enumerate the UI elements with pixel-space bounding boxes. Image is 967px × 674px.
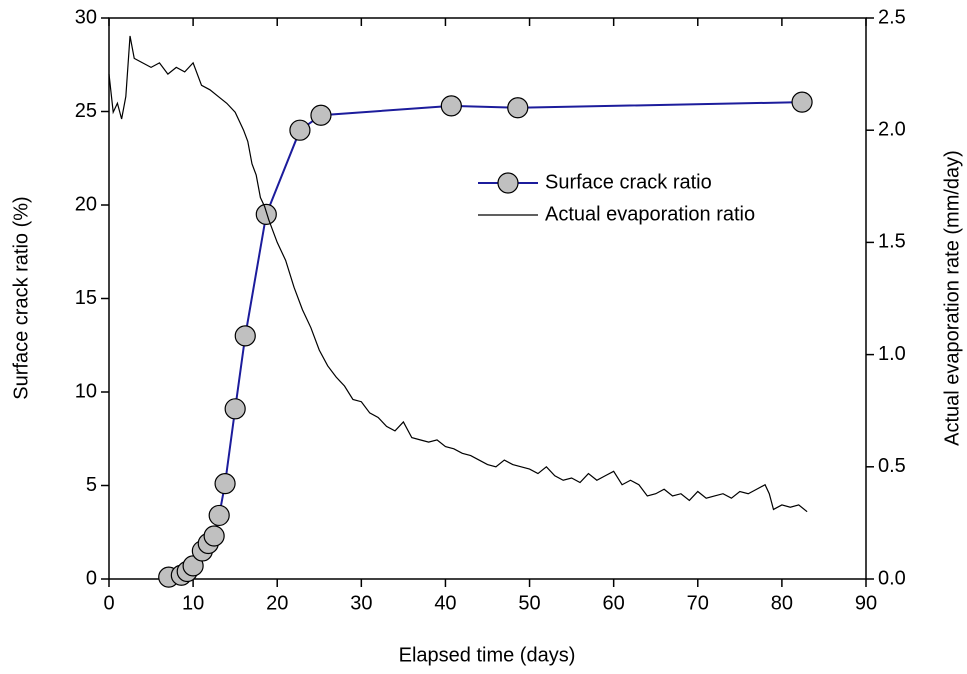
y2-tick-label: 0.0 xyxy=(878,567,906,589)
x-tick-label: 90 xyxy=(855,592,877,614)
legend-label: Surface crack ratio xyxy=(545,171,712,193)
legend-label: Actual evaporation ratio xyxy=(545,203,755,225)
y-tick-label: 0 xyxy=(86,567,97,589)
data-point xyxy=(791,91,813,113)
y-tick-label: 15 xyxy=(75,287,97,309)
data-point xyxy=(234,325,256,347)
x-tick-label: 50 xyxy=(518,592,540,614)
x-tick-label: 10 xyxy=(182,592,204,614)
x-tick-label: 40 xyxy=(434,592,456,614)
x-tick-label: 60 xyxy=(603,592,625,614)
y-axis-label: Surface crack ratio (%) xyxy=(10,196,32,399)
data-point xyxy=(203,525,225,547)
data-point xyxy=(507,97,529,119)
data-point xyxy=(208,504,230,527)
x-tick-label: 20 xyxy=(266,592,288,614)
y-tick-label: 30 xyxy=(75,6,97,28)
x-tick-label: 0 xyxy=(103,592,114,614)
data-point xyxy=(289,119,311,141)
data-point xyxy=(224,398,246,420)
y-tick-label: 20 xyxy=(75,193,97,215)
x-tick-label: 80 xyxy=(771,592,793,614)
y2-axis-label: Actual evaporation rate (mm/day) xyxy=(941,150,963,446)
x-axis-label: Elapsed time (days) xyxy=(399,644,576,666)
y-tick-label: 5 xyxy=(86,474,97,496)
y-tick-label: 25 xyxy=(75,100,97,122)
y2-tick-label: 1.5 xyxy=(878,231,906,253)
series-line xyxy=(108,35,808,513)
legend-marker xyxy=(497,172,519,194)
x-tick-label: 70 xyxy=(687,592,709,614)
y2-tick-label: 0.5 xyxy=(878,455,906,477)
y-tick-label: 10 xyxy=(75,380,97,402)
y2-tick-label: 2.0 xyxy=(878,118,906,140)
y2-tick-label: 1.0 xyxy=(878,343,906,365)
data-point xyxy=(214,473,236,495)
x-tick-label: 30 xyxy=(350,592,372,614)
y2-tick-label: 2.5 xyxy=(878,6,906,28)
data-point xyxy=(310,104,332,126)
data-point xyxy=(440,95,462,117)
data-point xyxy=(255,203,277,225)
